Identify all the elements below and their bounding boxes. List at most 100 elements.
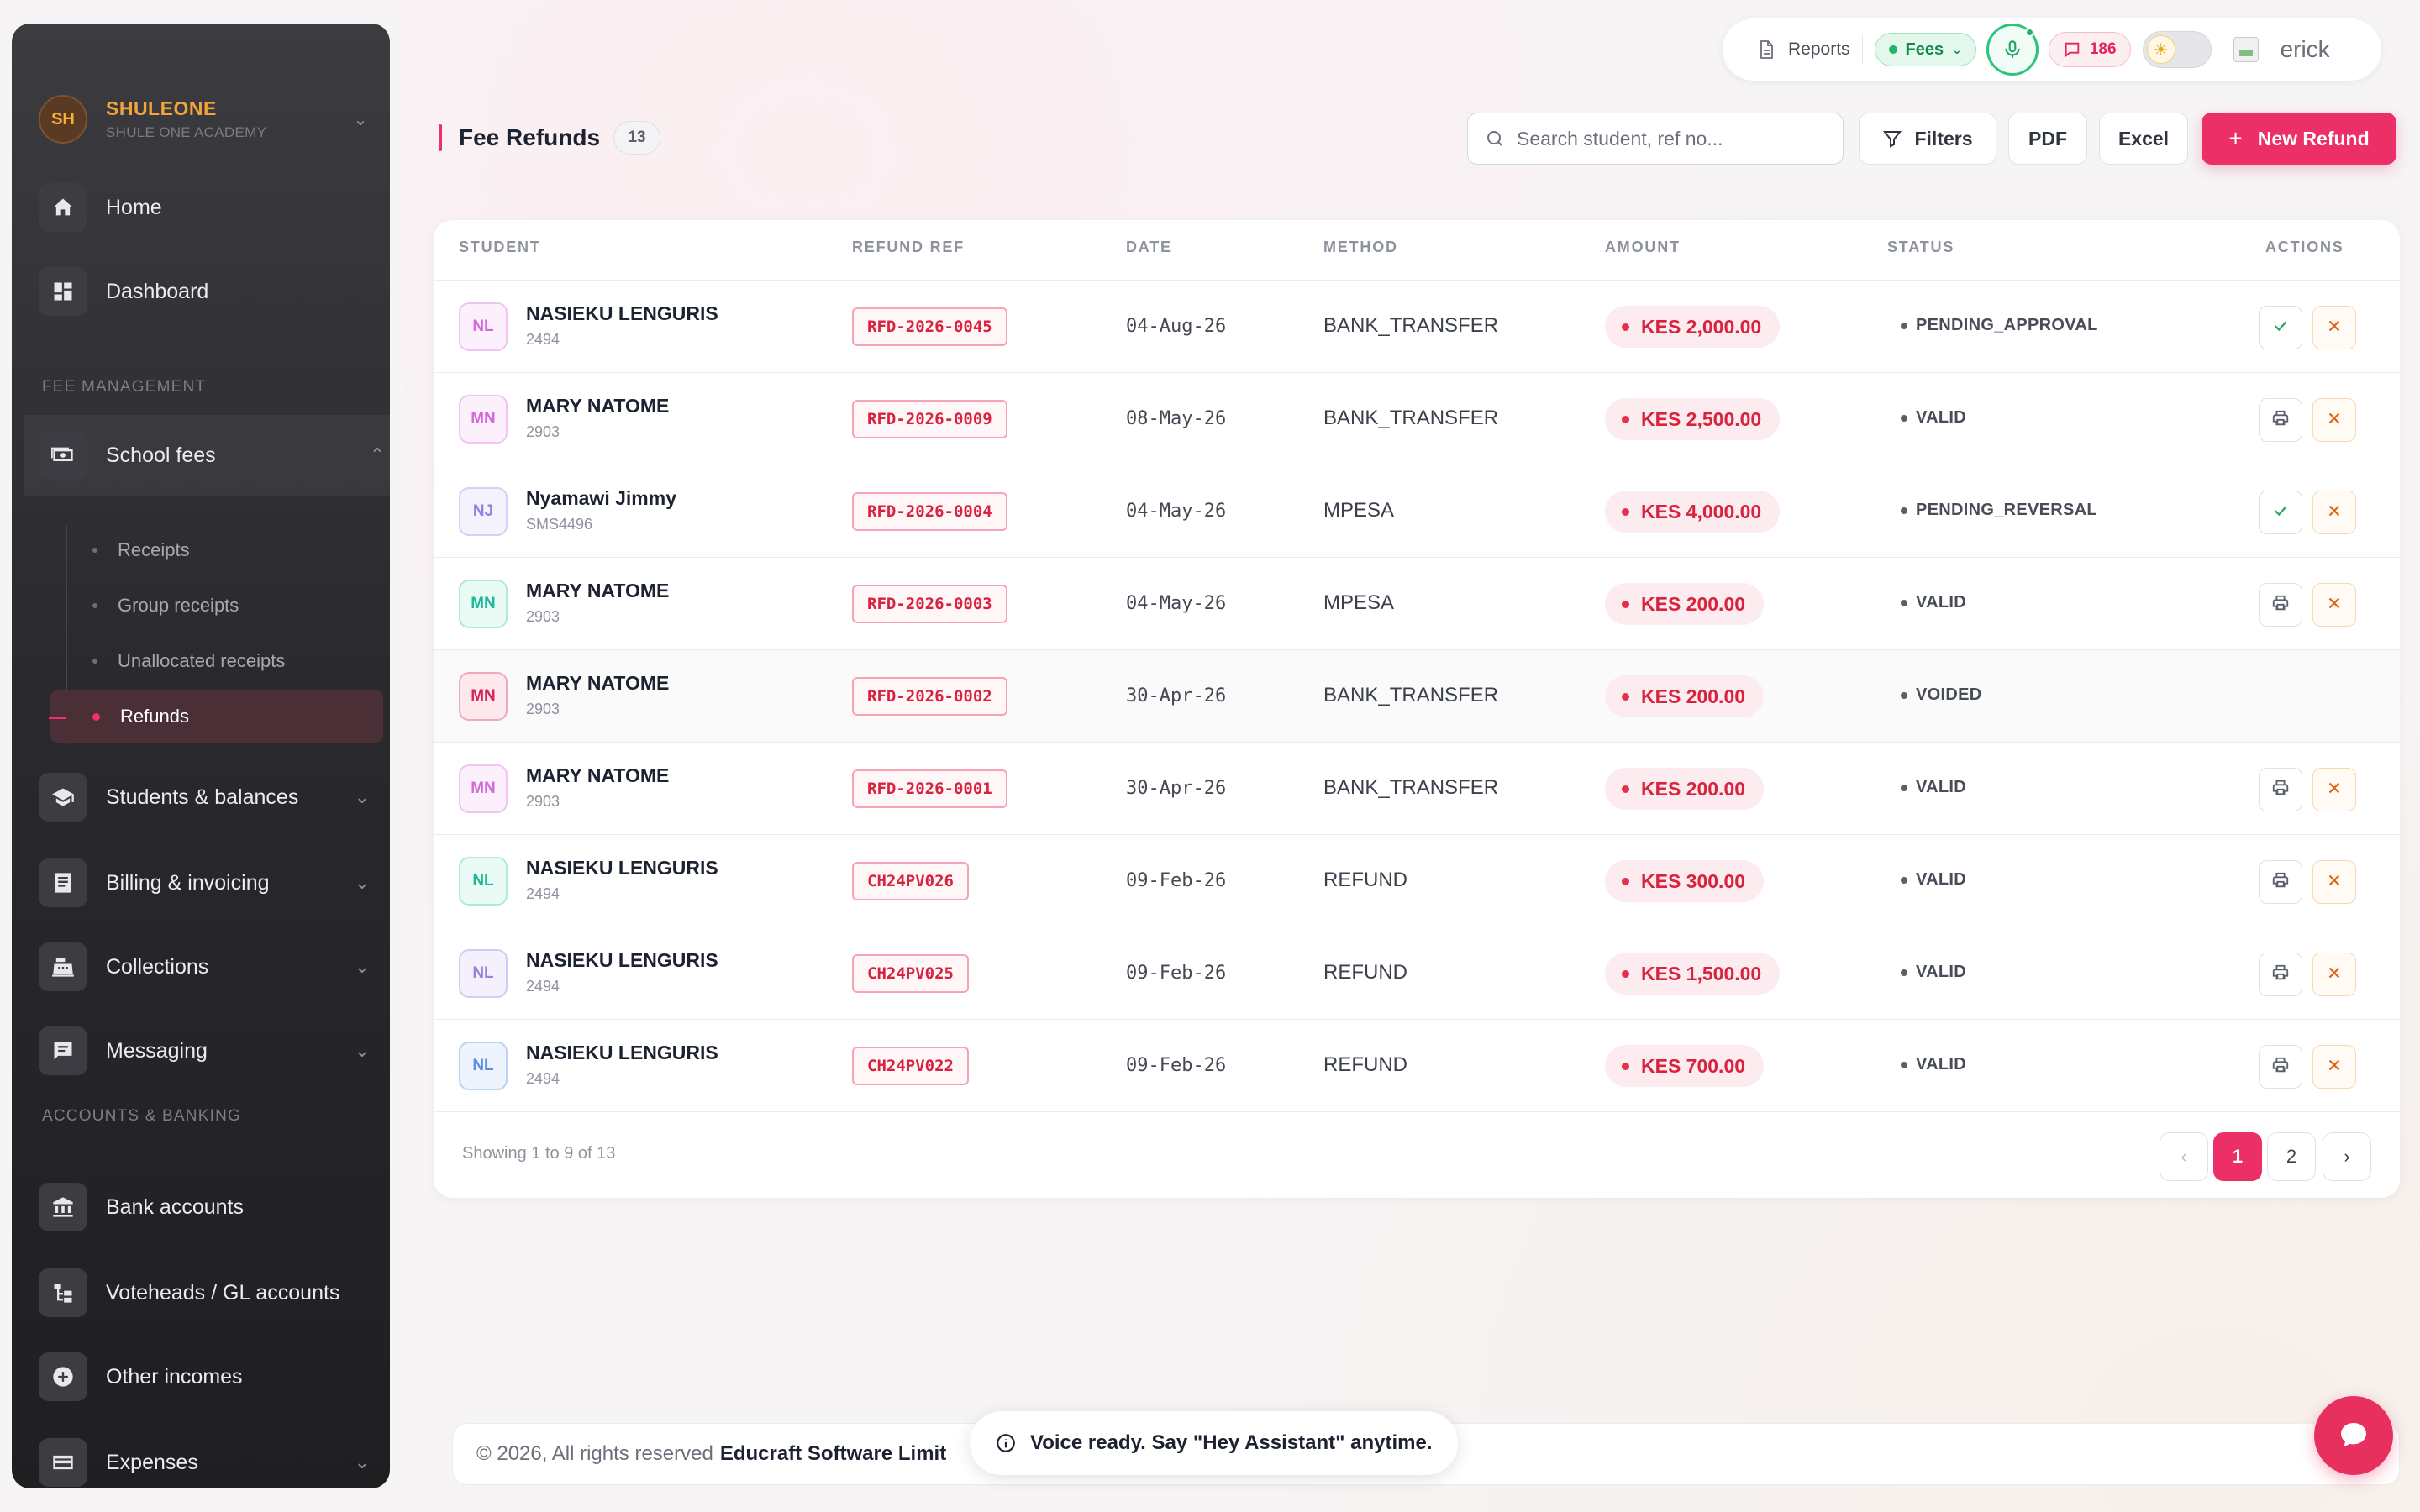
close-icon xyxy=(2325,963,2344,986)
sidebar-item-home[interactable]: Home xyxy=(39,176,375,239)
next-page-button[interactable]: › xyxy=(2323,1132,2371,1181)
reject-button[interactable] xyxy=(2312,306,2356,349)
toast-message: Voice ready. Say "Hey Assistant" anytime… xyxy=(1030,1431,1433,1454)
reject-button[interactable] xyxy=(2312,491,2356,534)
void-button[interactable] xyxy=(2312,398,2356,442)
close-icon xyxy=(2325,1056,2344,1079)
print-button[interactable] xyxy=(2259,953,2302,996)
status-value: VALID xyxy=(1916,870,1967,889)
refund-amount: KES 700.00 xyxy=(1605,1045,1765,1087)
refund-date: 04-Aug-26 xyxy=(1126,316,1227,337)
export-pdf-button[interactable]: PDF xyxy=(2008,113,2087,165)
search-input[interactable] xyxy=(1517,127,1836,150)
chevron-down-icon: ⌄ xyxy=(354,1452,371,1473)
messages-button[interactable]: 186 xyxy=(2048,32,2131,67)
print-button[interactable] xyxy=(2259,768,2302,811)
status-dot-icon xyxy=(1901,599,1907,606)
sidebar-item-label: Bank accounts xyxy=(106,1194,244,1219)
bank-icon xyxy=(39,1183,87,1231)
table-row[interactable]: MN MARY NATOME 2903 RFD-2026-0009 08-May-26 B… xyxy=(434,373,2400,465)
filters-button[interactable]: Filters xyxy=(1859,113,1996,165)
user-menu[interactable]: erick xyxy=(2233,36,2330,63)
sidebar-item-collections[interactable]: Collections ⌄ xyxy=(39,936,375,998)
chevron-up-icon: ⌃ xyxy=(369,444,386,465)
refund-amount: KES 300.00 xyxy=(1605,860,1765,902)
theme-toggle[interactable]: ☀ xyxy=(2142,31,2212,68)
brand-switcher[interactable]: SH SHULEONE SHULE ONE ACADEMY ⌄ xyxy=(39,89,373,150)
refund-ref-badge: RFD-2026-0002 xyxy=(852,677,1007,716)
sidebar-item-expenses[interactable]: Expenses ⌄ xyxy=(39,1431,375,1488)
page-button-1[interactable]: 1 xyxy=(2213,1132,2262,1181)
filter-icon xyxy=(1883,131,1902,148)
refund-date: 04-May-26 xyxy=(1126,593,1227,614)
void-button[interactable] xyxy=(2312,860,2356,904)
chevron-down-icon: ⌄ xyxy=(354,956,371,977)
approve-button[interactable] xyxy=(2259,491,2302,534)
document-icon xyxy=(1760,40,1773,59)
chat-bubble-icon xyxy=(2341,1423,2366,1447)
print-button[interactable] xyxy=(2259,860,2302,904)
sidebar-item-dashboard[interactable]: Dashboard xyxy=(39,260,375,323)
sidebar-item-label: Billing & invoicing xyxy=(106,870,270,895)
table-row[interactable]: MN MARY NATOME 2903 RFD-2026-0001 30-Apr-26 B… xyxy=(434,743,2400,835)
card-icon xyxy=(39,1438,87,1487)
void-button[interactable] xyxy=(2312,768,2356,811)
module-switcher[interactable]: Fees ⌄ xyxy=(1874,33,1976,66)
page-button-2[interactable]: 2 xyxy=(2267,1132,2316,1181)
status-badge: VALID xyxy=(1901,593,1966,612)
chevron-down-icon: ⌄ xyxy=(1952,42,1962,56)
void-button[interactable] xyxy=(2312,953,2356,996)
sidebar-item-students-balances[interactable]: Students & balances ⌄ xyxy=(39,766,375,828)
sidebar-item-messaging[interactable]: Messaging ⌄ xyxy=(39,1020,375,1082)
sidebar-subitem-unallocated-receipts[interactable]: Unallocated receipts xyxy=(50,635,383,687)
previous-page-button[interactable]: ‹ xyxy=(2160,1132,2208,1181)
table-row[interactable]: NL NASIEKU LENGURIS 2494 CH24PV026 09-Feb-26… xyxy=(434,835,2400,927)
status-value: VALID xyxy=(1916,778,1967,796)
student-avatar: NL xyxy=(459,1042,508,1090)
column-header-date: DATE xyxy=(1126,239,1172,255)
sidebar-item-other-incomes[interactable]: Other incomes xyxy=(39,1346,375,1408)
status-value: PENDING_APPROVAL xyxy=(1916,316,2098,334)
column-header-amount: AMOUNT xyxy=(1605,239,1681,255)
sidebar-item-school-fees[interactable]: School fees ⌃ xyxy=(24,415,390,496)
sidebar-subitem-group-receipts[interactable]: Group receipts xyxy=(50,580,383,632)
export-excel-button[interactable]: Excel xyxy=(2099,113,2188,165)
chevron-down-icon: ⌄ xyxy=(353,110,368,129)
voice-assistant-button[interactable] xyxy=(1986,24,2039,76)
table-row[interactable]: NL NASIEKU LENGURIS 2494 CH24PV022 09-Feb-26… xyxy=(434,1020,2400,1112)
print-button[interactable] xyxy=(2259,398,2302,442)
table-row[interactable]: NL NASIEKU LENGURIS 2494 RFD-2026-0045 04-Au… xyxy=(434,281,2400,373)
refund-ref-badge: RFD-2026-0009 xyxy=(852,400,1007,438)
amount-dot-icon xyxy=(1622,877,1629,885)
table-row[interactable]: NJ Nyamawi Jimmy SMS4496 RFD-2026-0004 04-Ma… xyxy=(434,465,2400,558)
sidebar-item-voteheads[interactable]: Voteheads / GL accounts xyxy=(39,1262,375,1324)
table-row[interactable]: MN MARY NATOME 2903 RFD-2026-0003 04-May-26 M… xyxy=(434,558,2400,650)
print-button[interactable] xyxy=(2259,1045,2302,1089)
refund-ref-badge: RFD-2026-0045 xyxy=(852,307,1007,346)
chat-support-button[interactable] xyxy=(2314,1396,2393,1475)
sidebar-subitem-refunds[interactable]: Refunds xyxy=(50,690,383,743)
refund-method: BANK_TRANSFER xyxy=(1323,684,1499,706)
sidebar-subitem-receipts[interactable]: Receipts xyxy=(50,524,383,576)
new-refund-button[interactable]: + New Refund xyxy=(2202,113,2396,165)
sidebar-item-label: Voteheads / GL accounts xyxy=(106,1280,340,1305)
amount-value: KES 2,500.00 xyxy=(1641,407,1762,430)
print-button[interactable] xyxy=(2259,583,2302,627)
refund-date: 09-Feb-26 xyxy=(1126,1055,1227,1076)
table-row[interactable]: MN MARY NATOME 2903 RFD-2026-0002 30-Apr-26 B… xyxy=(434,650,2400,743)
sidebar: SH SHULEONE SHULE ONE ACADEMY ⌄ Home Das… xyxy=(12,24,390,1488)
column-header-method: METHOD xyxy=(1323,239,1398,255)
amount-value: KES 2,000.00 xyxy=(1641,315,1762,338)
refund-ref-badge: CH24PV026 xyxy=(852,862,969,900)
amount-value: KES 200.00 xyxy=(1641,685,1746,707)
void-button[interactable] xyxy=(2312,1045,2356,1089)
sidebar-item-label: Other incomes xyxy=(106,1364,243,1389)
amount-dot-icon xyxy=(1622,507,1629,516)
sidebar-item-bank-accounts[interactable]: Bank accounts xyxy=(39,1176,375,1238)
sidebar-item-billing-invoicing[interactable]: Billing & invoicing ⌄ xyxy=(39,852,375,914)
refund-date: 08-May-26 xyxy=(1126,408,1227,429)
table-row[interactable]: NL NASIEKU LENGURIS 2494 CH24PV025 09-Feb-26… xyxy=(434,927,2400,1020)
void-button[interactable] xyxy=(2312,583,2356,627)
reports-button[interactable]: Reports xyxy=(1756,39,1850,60)
approve-button[interactable] xyxy=(2259,306,2302,349)
